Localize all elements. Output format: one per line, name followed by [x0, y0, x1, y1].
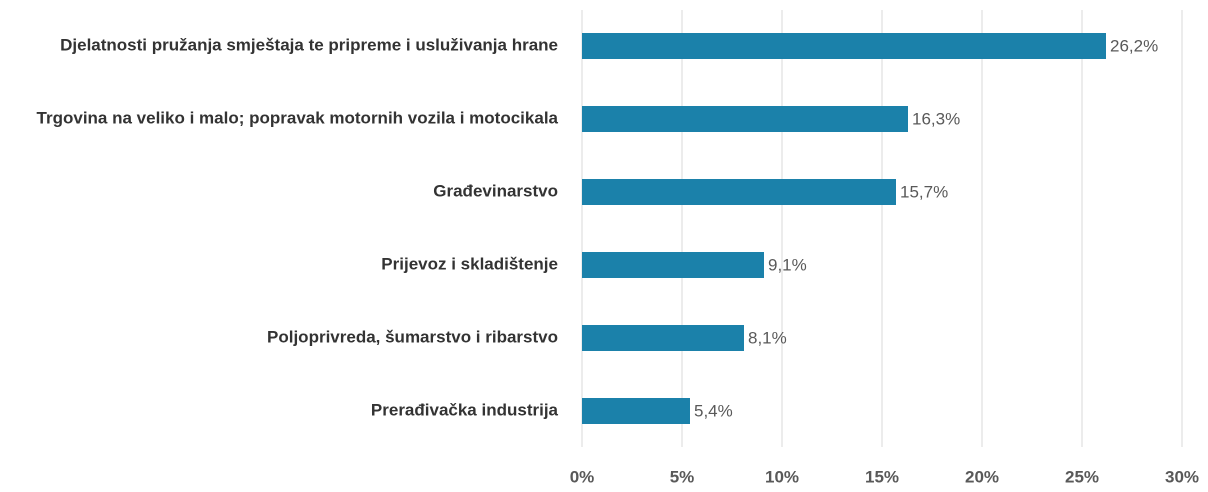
value-label: 8,1% [748, 328, 787, 347]
value-label: 9,1% [768, 255, 807, 274]
x-tick-label: 20% [965, 467, 999, 486]
category-label-box: Poljoprivreda, šumarstvo i ribarstvo [0, 326, 558, 351]
category-label: Građevinarstvo [433, 181, 558, 201]
x-tick-label: 10% [765, 467, 799, 486]
value-label: 26,2% [1110, 36, 1158, 55]
category-label: Prerađivačka industrija [370, 400, 558, 420]
category-label: Trgovina na veliko i malo; popravak moto… [36, 108, 558, 128]
category-label: Prijevoz i skladištenje [381, 254, 558, 274]
bar [582, 398, 690, 424]
bar [582, 179, 896, 205]
category-label-box: Prijevoz i skladištenje [0, 253, 558, 278]
x-tick-label: 25% [1065, 467, 1099, 486]
bar [582, 252, 764, 278]
category-label: Djelatnosti pružanja smještaja te pripre… [60, 35, 558, 55]
bar [582, 325, 744, 351]
value-label: 15,7% [900, 182, 948, 201]
value-label: 16,3% [912, 109, 960, 128]
x-tick-label: 15% [865, 467, 899, 486]
category-label: Poljoprivreda, šumarstvo i ribarstvo [267, 327, 558, 347]
value-label: 5,4% [694, 401, 733, 420]
category-label-box: Prerađivačka industrija [0, 399, 558, 424]
bar [582, 33, 1106, 59]
bar [582, 106, 908, 132]
category-label-box: Djelatnosti pružanja smještaja te pripre… [0, 34, 558, 59]
category-label-box: Trgovina na veliko i malo; popravak moto… [0, 107, 558, 132]
x-tick-label: 5% [670, 467, 695, 486]
x-tick-label: 30% [1165, 467, 1199, 486]
x-tick-label: 0% [570, 467, 595, 486]
category-label-box: Građevinarstvo [0, 180, 558, 205]
